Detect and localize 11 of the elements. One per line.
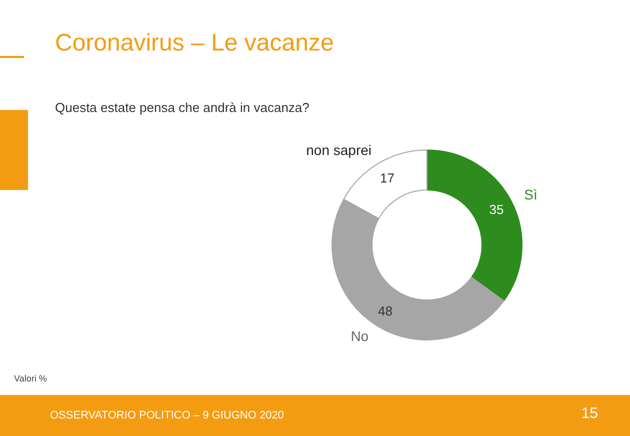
data-label: 35: [489, 202, 504, 218]
text: OSSERVATORIO POLITICO – 9 GIUGNO 2020: [50, 410, 284, 422]
slice-label: No: [350, 328, 369, 344]
text: 15: [581, 405, 598, 422]
chart-title: Coronavirus – Le vacanze: [55, 30, 334, 56]
data-label: 48: [378, 303, 392, 318]
slice-label: Sì: [524, 186, 538, 203]
text: Questa estate pensa che andrà in vacanza?: [55, 100, 310, 115]
text: Valori %: [14, 374, 47, 384]
data-label: 17: [380, 170, 395, 186]
slice-label: non saprei: [306, 142, 372, 158]
